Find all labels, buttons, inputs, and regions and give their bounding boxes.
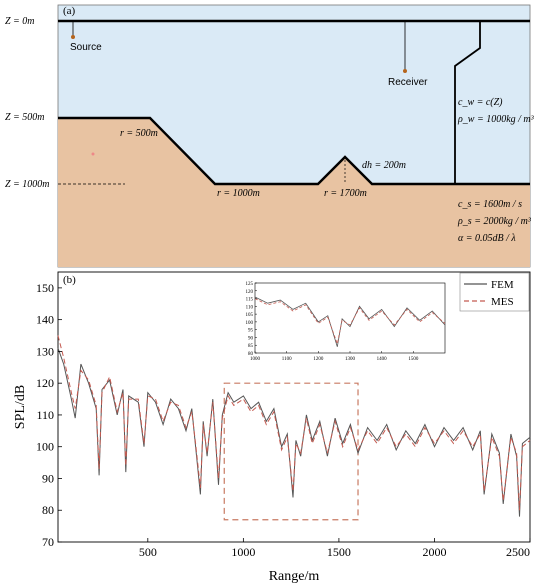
r-label-1000: r = 1000m bbox=[217, 188, 260, 199]
x-tick-label: 1000 bbox=[231, 545, 255, 559]
sound-speed-profile bbox=[454, 21, 481, 184]
series-line-mes bbox=[57, 335, 531, 511]
dh-label: dh = 200m bbox=[362, 160, 406, 171]
depth-label-500: Z = 500m bbox=[5, 112, 45, 123]
source-dot bbox=[71, 35, 75, 39]
water-speed-label: c_w = c(Z) bbox=[458, 97, 503, 108]
inset-y-tick-label: 85 bbox=[248, 344, 254, 349]
panel-b-chart: 70 80 90 100 110 120 130 140 150 500 1000 1500 2000… bbox=[13, 271, 531, 584]
seabed-profile bbox=[58, 116, 530, 186]
inset-y-tick-label: 115 bbox=[246, 298, 254, 303]
receiver-label: Receiver bbox=[388, 77, 428, 88]
y-tick-label: 100 bbox=[36, 440, 54, 454]
plot-frame bbox=[57, 271, 531, 543]
inset-y-tick-label: 105 bbox=[246, 313, 254, 318]
y-tick-label: 110 bbox=[36, 408, 54, 422]
inset-ticks: 80 85 90 95 100 105 110 115 120 125 1000 1100 1200 13… bbox=[246, 282, 419, 362]
highlight-box-layer bbox=[223, 382, 359, 521]
r-label-500: r = 500m bbox=[120, 128, 158, 139]
x-tick-label: 2000 bbox=[422, 545, 446, 559]
inset-y-tick-label: 90 bbox=[248, 336, 254, 341]
inset-series-lines bbox=[254, 296, 446, 347]
inset-y-tick-label: 80 bbox=[248, 352, 254, 357]
y-tick-label: 120 bbox=[36, 376, 54, 390]
sediment-attenuation-label: α = 0.05dB / λ bbox=[458, 233, 516, 244]
inset-chart: 80 85 90 95 100 105 110 115 120 125 1000 1100 1200 13… bbox=[246, 282, 446, 362]
inset-y-tick-label: 95 bbox=[248, 329, 254, 334]
speck-marker bbox=[91, 152, 95, 156]
y-tick-label: 140 bbox=[36, 313, 54, 327]
y-tick-label: 150 bbox=[36, 281, 54, 295]
depth-label-0: Z = 0m bbox=[5, 16, 35, 27]
panel-b-label: (b) bbox=[63, 274, 76, 286]
inset-x-tick-label: 1300 bbox=[345, 357, 356, 362]
sediment-speed-label: c_s = 1600m / s bbox=[458, 199, 522, 210]
inset-x-tick-label: 1100 bbox=[282, 357, 292, 362]
legend: FEM MES bbox=[459, 272, 530, 312]
water-density-label: ρ_w = 1000kg / m³ bbox=[457, 114, 535, 125]
depth-label-1000: Z = 1000m bbox=[5, 179, 50, 190]
x-axis-label: Range/m bbox=[269, 569, 320, 584]
series-line-fem bbox=[57, 348, 531, 517]
legend-label-fem: FEM bbox=[491, 279, 514, 291]
inset-frame bbox=[254, 282, 446, 354]
inset-y-tick-label: 100 bbox=[246, 321, 254, 326]
y-axis-label: SPL/dB bbox=[13, 385, 28, 429]
y-axis-ticks: 70 80 90 100 110 120 130 140 150 bbox=[36, 281, 62, 549]
y-tick-label: 80 bbox=[42, 503, 54, 517]
legend-box bbox=[459, 272, 530, 312]
r-label-1700: r = 1700m bbox=[324, 188, 367, 199]
x-tick-label: 1500 bbox=[327, 545, 351, 559]
x-axis-ticks: 500 1000 1500 2000 2500 bbox=[139, 538, 531, 559]
x-tick-label: 500 bbox=[139, 545, 157, 559]
series-lines bbox=[57, 335, 531, 517]
inset-y-tick-label: 125 bbox=[246, 282, 254, 287]
inset-x-tick-label: 1500 bbox=[408, 357, 419, 362]
receiver-dot bbox=[403, 69, 407, 73]
sediment-layer bbox=[58, 118, 530, 267]
inset-line-mes bbox=[254, 298, 446, 346]
legend-label-mes: MES bbox=[491, 296, 514, 308]
zoom-highlight-box bbox=[223, 382, 359, 521]
y-tick-label: 130 bbox=[36, 344, 54, 358]
inset-x-tick-label: 1200 bbox=[313, 357, 324, 362]
y-tick-label: 70 bbox=[42, 535, 54, 549]
source-label: Source bbox=[70, 42, 102, 53]
inset-y-tick-label: 120 bbox=[246, 290, 254, 295]
inset-y-tick-label: 110 bbox=[246, 305, 254, 310]
x-tick-label: 2500 bbox=[506, 545, 530, 559]
panel-a-label: (a) bbox=[63, 5, 76, 17]
inset-x-tick-label: 1400 bbox=[377, 357, 388, 362]
inset-x-tick-label: 1000 bbox=[250, 357, 261, 362]
y-tick-label: 90 bbox=[42, 471, 54, 485]
panel-a-schematic: (a) Z = 0m Z = 500m Z = 1000m Source Rec… bbox=[5, 4, 535, 268]
sediment-density-label: ρ_s = 2000kg / m³ bbox=[457, 216, 532, 227]
